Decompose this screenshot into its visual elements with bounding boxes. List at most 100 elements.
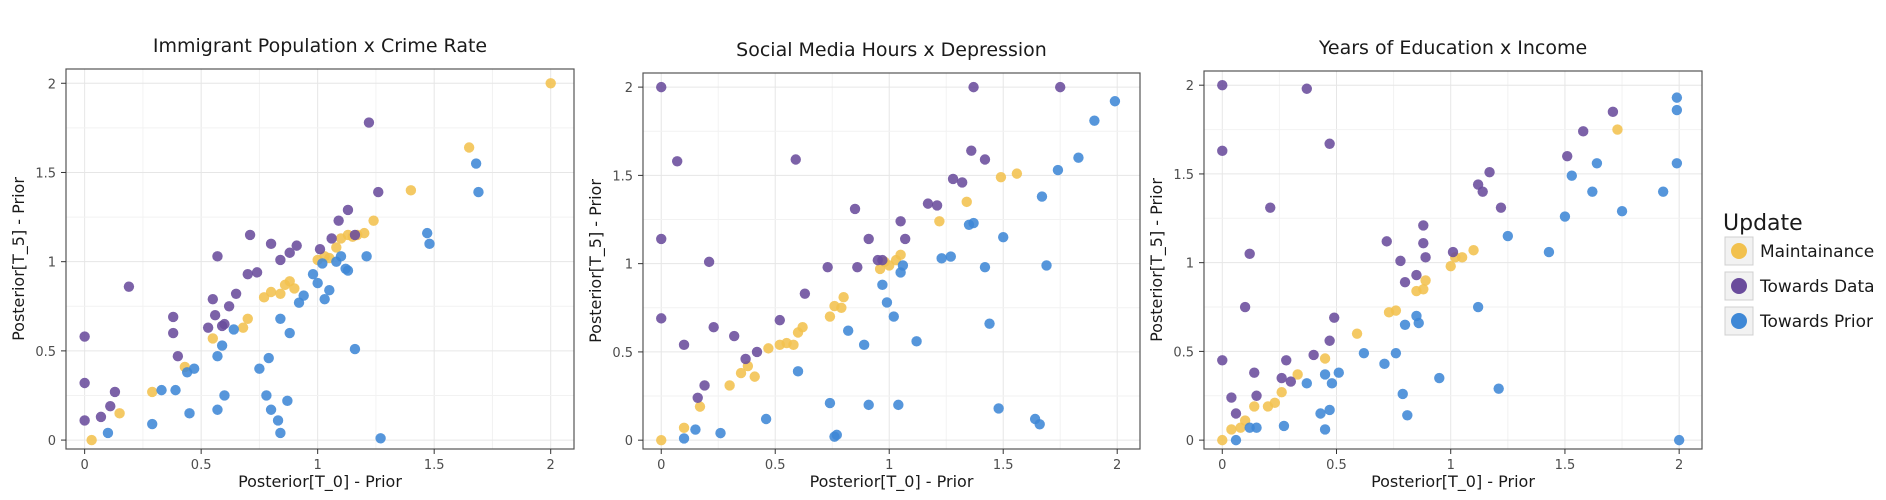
data-point bbox=[219, 318, 230, 330]
data-point bbox=[265, 404, 277, 415]
data-point bbox=[1055, 81, 1066, 93]
data-point bbox=[1301, 83, 1312, 94]
data-point bbox=[995, 171, 1007, 183]
data-point bbox=[1329, 312, 1340, 323]
data-point bbox=[1566, 170, 1577, 181]
data-point bbox=[897, 260, 909, 271]
data-point bbox=[147, 418, 158, 430]
data-point bbox=[1217, 79, 1228, 91]
data-point bbox=[275, 427, 286, 439]
data-point bbox=[172, 351, 184, 362]
data-point bbox=[212, 351, 223, 362]
data-point bbox=[1447, 246, 1459, 258]
data-point bbox=[216, 340, 228, 351]
data-point bbox=[979, 261, 991, 273]
y-axis-label: Posterior[T_5] - Prior bbox=[9, 177, 29, 341]
data-point bbox=[899, 233, 911, 245]
data-point bbox=[824, 311, 836, 322]
data-point bbox=[228, 324, 239, 335]
data-point bbox=[254, 363, 265, 374]
data-point bbox=[792, 366, 804, 377]
data-point bbox=[470, 158, 482, 169]
panel-border bbox=[1203, 70, 1703, 450]
data-point bbox=[751, 346, 763, 358]
data-point bbox=[86, 434, 97, 446]
data-point bbox=[979, 154, 991, 165]
data-point bbox=[774, 314, 785, 326]
x-tick-label: 0 bbox=[657, 458, 665, 473]
data-point bbox=[79, 331, 90, 342]
data-point bbox=[936, 253, 947, 264]
data-point bbox=[788, 339, 799, 351]
data-point bbox=[656, 233, 667, 245]
y-tick-label: 0 bbox=[1186, 434, 1194, 449]
data-point bbox=[1217, 355, 1228, 366]
data-point bbox=[888, 311, 899, 322]
data-point bbox=[307, 268, 319, 280]
data-point bbox=[1484, 166, 1495, 178]
data-point bbox=[242, 268, 253, 280]
data-point bbox=[692, 392, 703, 404]
data-point bbox=[1434, 372, 1445, 384]
data-point bbox=[123, 281, 135, 292]
legend-swatch bbox=[1731, 313, 1747, 329]
data-point bbox=[1418, 284, 1429, 295]
data-point bbox=[1607, 106, 1619, 118]
data-point bbox=[244, 229, 256, 241]
data-point bbox=[749, 371, 760, 382]
data-point bbox=[1276, 387, 1287, 398]
data-point bbox=[1502, 230, 1514, 242]
data-point bbox=[473, 186, 484, 198]
x-tick-label: 2 bbox=[1675, 458, 1683, 473]
data-point bbox=[156, 384, 167, 396]
data-point bbox=[968, 81, 979, 93]
panel-border bbox=[642, 72, 1141, 450]
data-point bbox=[212, 251, 223, 262]
data-point bbox=[261, 390, 272, 401]
data-point bbox=[1301, 378, 1312, 389]
data-point bbox=[1472, 301, 1484, 313]
data-point bbox=[708, 321, 719, 333]
x-axis-label: Posterior[T_0] - Prior bbox=[1371, 472, 1535, 492]
data-point bbox=[1397, 388, 1408, 400]
legend-swatch bbox=[1731, 243, 1747, 259]
data-point bbox=[877, 279, 888, 291]
data-point bbox=[424, 238, 435, 250]
data-point bbox=[359, 227, 370, 239]
data-point bbox=[922, 198, 934, 209]
data-point bbox=[349, 229, 361, 241]
data-point bbox=[95, 411, 107, 423]
data-point bbox=[728, 330, 740, 342]
data-point bbox=[735, 367, 747, 379]
x-tick-label: 0 bbox=[1218, 458, 1226, 473]
data-point bbox=[911, 336, 922, 347]
data-point bbox=[961, 196, 972, 208]
data-point bbox=[1226, 392, 1237, 403]
data-point bbox=[790, 154, 801, 165]
data-point bbox=[656, 81, 667, 93]
data-point bbox=[1073, 152, 1084, 163]
data-point bbox=[1251, 422, 1262, 433]
data-point bbox=[312, 277, 323, 289]
x-axis-label: Posterior[T_0] - Prior bbox=[238, 472, 402, 492]
data-point bbox=[1578, 126, 1589, 137]
data-point bbox=[1390, 347, 1402, 359]
data-point bbox=[275, 288, 286, 299]
data-point bbox=[1249, 401, 1260, 412]
data-point bbox=[1399, 319, 1411, 330]
data-point bbox=[1278, 420, 1290, 432]
data-point bbox=[1671, 158, 1683, 169]
data-point bbox=[1402, 410, 1413, 421]
x-tick-label: 1.5 bbox=[1555, 458, 1576, 473]
data-point bbox=[209, 309, 221, 321]
data-point bbox=[289, 283, 300, 294]
data-point bbox=[1109, 96, 1121, 107]
data-point bbox=[824, 397, 836, 409]
data-point bbox=[760, 413, 772, 425]
y-tick-label: 0.5 bbox=[612, 346, 633, 361]
x-tick-label: 1.5 bbox=[424, 458, 445, 473]
legend-label: Towards Data bbox=[1759, 277, 1875, 297]
data-point bbox=[1612, 124, 1623, 135]
data-point bbox=[368, 215, 379, 226]
data-point bbox=[1559, 211, 1571, 222]
